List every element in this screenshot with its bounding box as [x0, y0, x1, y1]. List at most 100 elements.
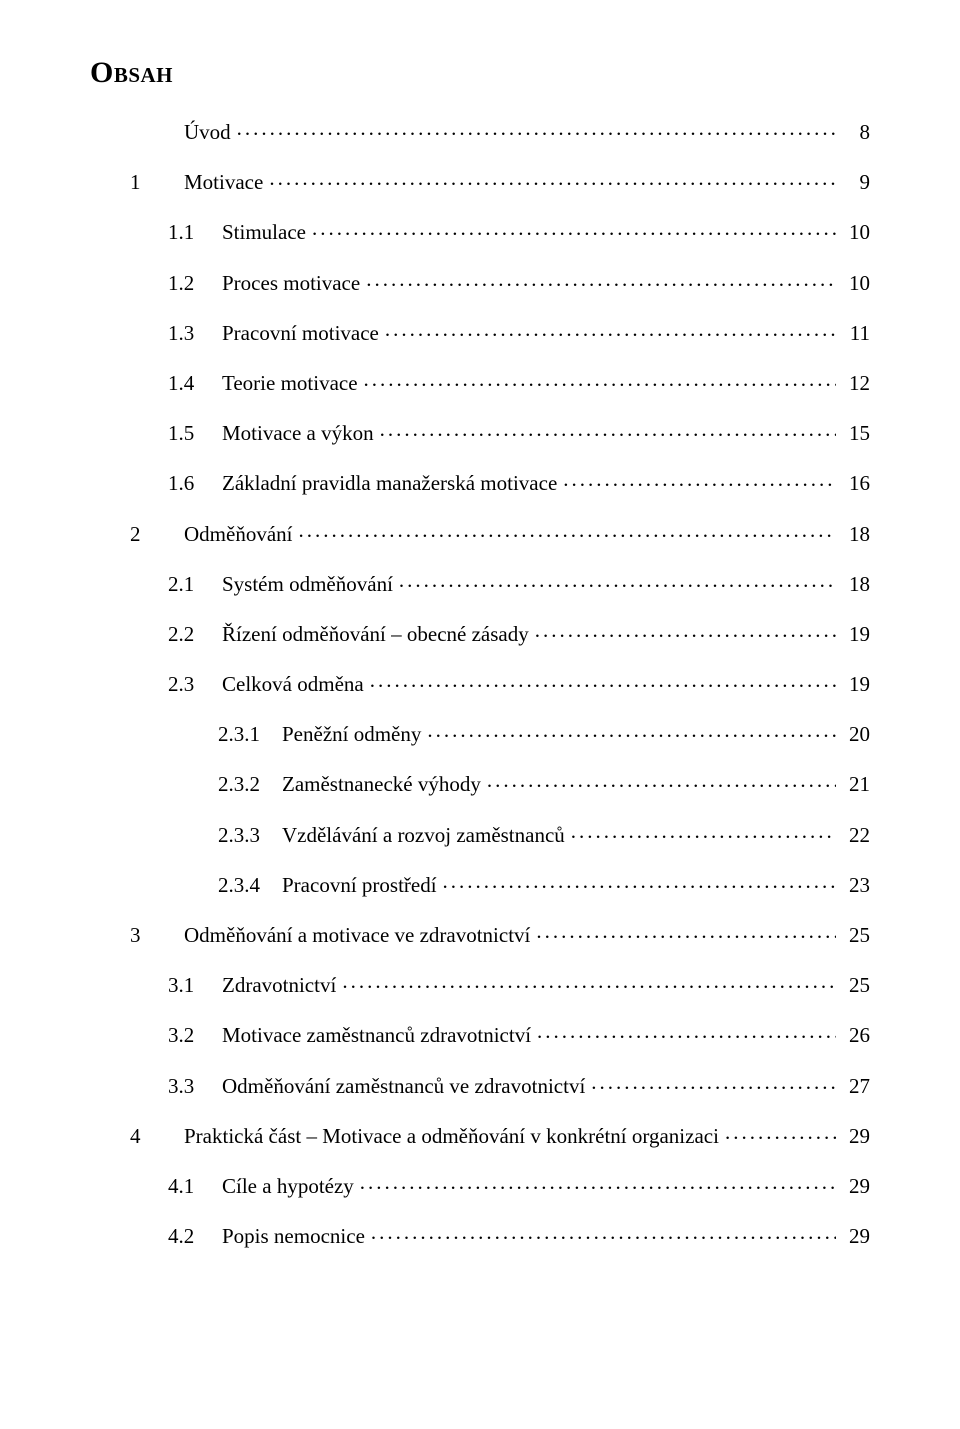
- toc-entry-page: 18: [842, 572, 870, 597]
- page-title: Obsah: [90, 56, 870, 90]
- toc-entry: 3.1Zdravotnictví 25: [90, 971, 870, 998]
- page: Obsah Úvod81Motivace91.1Stimulace101.2Pr…: [0, 0, 960, 1429]
- toc-entry: 1.4Teorie motivace 12: [90, 369, 870, 396]
- toc-entry: 2.2Řízení odměňování – obecné zásady 19: [90, 620, 870, 647]
- toc-entry-page: 8: [842, 120, 870, 145]
- toc-entry-label: Zdravotnictví: [222, 973, 336, 998]
- toc-entry: 3.2Motivace zaměstnanců zdravotnictví 26: [90, 1021, 870, 1048]
- toc-entry-number: 2.1: [168, 572, 222, 597]
- toc-leader-dots: [380, 419, 836, 440]
- toc-entry-page: 29: [842, 1224, 870, 1249]
- toc-leader-dots: [370, 670, 836, 691]
- toc-leader-dots: [535, 620, 836, 641]
- toc-leader-dots: [725, 1122, 836, 1143]
- toc-entry: 4.2Popis nemocnice 29: [90, 1222, 870, 1249]
- toc-entry-page: 10: [842, 220, 870, 245]
- toc-entry-number: 1.1: [168, 220, 222, 245]
- toc-entry-number: 2.2: [168, 622, 222, 647]
- toc-entry-label: Odměňování a motivace ve zdravotnictví: [184, 923, 530, 948]
- toc-leader-dots: [536, 921, 836, 942]
- toc-entry-page: 9: [842, 170, 870, 195]
- toc-entry-page: 22: [842, 823, 870, 848]
- toc-entry: 2.3.3Vzdělávání a rozvoj zaměstnanců 22: [90, 821, 870, 848]
- toc-leader-dots: [342, 971, 836, 992]
- toc-leader-dots: [571, 821, 836, 842]
- toc-entry-page: 26: [842, 1023, 870, 1048]
- toc-leader-dots: [385, 319, 836, 340]
- toc-entry-label: Motivace a výkon: [222, 421, 374, 446]
- toc-entry: 2.3Celková odměna19: [90, 670, 870, 697]
- toc-entry-label: Pracovní motivace: [222, 321, 379, 346]
- toc-entry-page: 19: [842, 672, 870, 697]
- toc-entry-number: 4.1: [168, 1174, 222, 1199]
- toc-entry-number: 1.6: [168, 471, 222, 496]
- toc-entry: 2.3.1Peněžní odměny20: [90, 720, 870, 747]
- toc-leader-dots: [563, 469, 836, 490]
- toc-entry-page: 29: [842, 1124, 870, 1149]
- toc-entry-label: Odměňování zaměstnanců ve zdravotnictví: [222, 1074, 585, 1099]
- toc-entry-page: 19: [842, 622, 870, 647]
- toc-entry: 1.2Proces motivace 10: [90, 269, 870, 296]
- toc-entry-number: 2.3.3: [218, 823, 282, 848]
- toc-entry-number: 1: [130, 170, 184, 195]
- toc-entry-label: Pracovní prostředí: [282, 873, 437, 898]
- toc-leader-dots: [427, 720, 836, 741]
- toc-entry-page: 23: [842, 873, 870, 898]
- toc-leader-dots: [399, 570, 836, 591]
- toc-entry: 2.3.4Pracovní prostředí23: [90, 871, 870, 898]
- toc-entry-number: 4: [130, 1124, 184, 1149]
- toc-entry-page: 20: [842, 722, 870, 747]
- toc-entry-number: 1.2: [168, 271, 222, 296]
- toc-leader-dots: [364, 369, 836, 390]
- toc-entry-number: 2.3.2: [218, 772, 282, 797]
- toc-entry-label: Motivace: [184, 170, 263, 195]
- toc-leader-dots: [237, 118, 836, 139]
- toc-entry-label: Základní pravidla manažerská motivace: [222, 471, 557, 496]
- toc-entry-label: Motivace zaměstnanců zdravotnictví: [222, 1023, 531, 1048]
- toc-entry-page: 27: [842, 1074, 870, 1099]
- toc-leader-dots: [360, 1172, 836, 1193]
- toc-entry: 1.3Pracovní motivace11: [90, 319, 870, 346]
- toc-entry-page: 16: [842, 471, 870, 496]
- toc-entry-page: 15: [842, 421, 870, 446]
- toc-entry-number: 1.5: [168, 421, 222, 446]
- toc-entry: 1.5Motivace a výkon 15: [90, 419, 870, 446]
- toc-entry-number: 4.2: [168, 1224, 222, 1249]
- toc-entry-number: 3.3: [168, 1074, 222, 1099]
- toc-entry-number: 2: [130, 522, 184, 547]
- toc-leader-dots: [371, 1222, 836, 1243]
- toc-entry-label: Proces motivace: [222, 271, 360, 296]
- toc-entry: 4.1Cíle a hypotézy29: [90, 1172, 870, 1199]
- toc-entry-label: Řízení odměňování – obecné zásady: [222, 622, 529, 647]
- toc-leader-dots: [298, 520, 836, 541]
- toc-entry: 1Motivace 9: [90, 168, 870, 195]
- toc-entry-label: Odměňování: [184, 522, 292, 547]
- toc-entry-label: Cíle a hypotézy: [222, 1174, 354, 1199]
- toc-entry-label: Popis nemocnice: [222, 1224, 365, 1249]
- toc-entry-page: 10: [842, 271, 870, 296]
- toc-entry-label: Zaměstnanecké výhody: [282, 772, 481, 797]
- toc-entry-page: 25: [842, 973, 870, 998]
- toc-entry: 3.3Odměňování zaměstnanců ve zdravotnict…: [90, 1072, 870, 1099]
- toc-entry: 1.6Základní pravidla manažerská motivace…: [90, 469, 870, 496]
- toc-entry-number: 3.2: [168, 1023, 222, 1048]
- toc-leader-dots: [269, 168, 836, 189]
- toc-entry-page: 12: [842, 371, 870, 396]
- toc-leader-dots: [537, 1021, 836, 1042]
- table-of-contents: Úvod81Motivace91.1Stimulace101.2Proces m…: [90, 118, 870, 1249]
- toc-entry-page: 11: [842, 321, 870, 346]
- toc-entry-number: 1.4: [168, 371, 222, 396]
- toc-entry-number: 2.3: [168, 672, 222, 697]
- toc-entry-label: Vzdělávání a rozvoj zaměstnanců: [282, 823, 565, 848]
- toc-entry-page: 21: [842, 772, 870, 797]
- toc-leader-dots: [487, 770, 836, 791]
- toc-entry: 2.3.2Zaměstnanecké výhody 21: [90, 770, 870, 797]
- toc-entry-label: Úvod: [184, 120, 231, 145]
- toc-leader-dots: [443, 871, 836, 892]
- toc-entry: 3Odměňování a motivace ve zdravotnictví2…: [90, 921, 870, 948]
- toc-leader-dots: [312, 218, 836, 239]
- toc-entry-label: Teorie motivace: [222, 371, 358, 396]
- toc-entry: 2.1Systém odměňování18: [90, 570, 870, 597]
- toc-entry-number: 3.1: [168, 973, 222, 998]
- toc-entry-label: Peněžní odměny: [282, 722, 421, 747]
